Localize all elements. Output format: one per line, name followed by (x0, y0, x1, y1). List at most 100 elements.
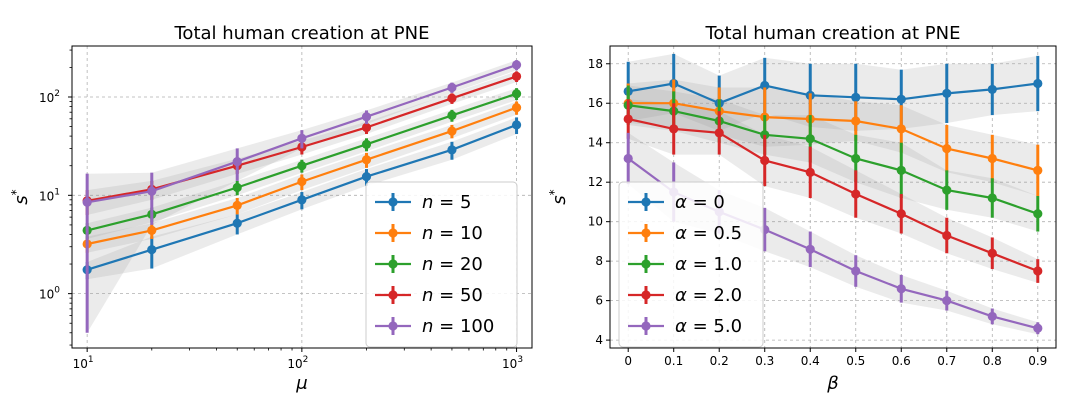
right-chart-legend-val: 1.0 (713, 254, 742, 275)
left-chart-legend-eq: = (433, 285, 460, 306)
right-chart-data-point (987, 84, 997, 95)
right-chart-frame (609, 45, 1057, 349)
left-chart-legend-eq: = (433, 223, 460, 244)
left-chart-data-point (511, 120, 522, 130)
right-chart-y-tick-label: 4 (595, 333, 603, 347)
left-chart-data-point (511, 71, 522, 81)
right-chart-legend-item: α = 0 (628, 192, 725, 213)
right-chart-legend-eq: = (687, 285, 714, 306)
right-chart-band-3 (628, 99, 1038, 283)
right-chart-y-tick-label: 12 (588, 175, 603, 189)
right-chart-series-line-3 (627, 117, 1039, 273)
left-chart-legend-val: 5 (460, 192, 471, 213)
right-chart-legend-marker (641, 197, 651, 207)
right-chart-data-point (896, 165, 906, 175)
left-chart-data-point (447, 126, 457, 136)
right-chart-x-tick-label: 0.5 (846, 354, 865, 368)
right-chart-data-point (714, 128, 724, 138)
left-chart-y-axis-label-sup: * (9, 189, 23, 195)
right-chart-legend-val: 2.0 (713, 285, 742, 306)
left-chart-legend-label: n = 100 (422, 316, 494, 337)
right-chart-data-point (896, 94, 906, 104)
right-chart-data-point (942, 144, 952, 154)
right-chart: Total human creation at PNE 0 0.1 0.2 0.3 0.… (547, 23, 1057, 394)
right-chart-y-tick-label: 10 (588, 215, 603, 229)
right-chart-band-2 (628, 85, 1038, 232)
left-chart-data-point (232, 157, 242, 167)
right-chart-data-point (1033, 78, 1043, 89)
right-chart-data-point (760, 130, 770, 140)
left-chart-legend-item: n = 50 (375, 285, 483, 306)
left-chart-y-axis-label-main: s (11, 195, 32, 204)
left-chart-title: Total human creation at PNE (174, 23, 430, 44)
right-chart-x-tick-label: 0.8 (983, 354, 1002, 368)
right-chart-y-axis-label-main: s (549, 195, 570, 204)
left-chart-data-point (232, 218, 242, 228)
right-chart-data-point (623, 153, 633, 164)
left-chart-legend: n = 5n = 10n = 20n = 50n = 100 (365, 181, 518, 348)
left-chart-legend-marker (388, 290, 398, 300)
left-chart-y-tick-exp: 1 (54, 187, 60, 197)
right-chart-data-point (987, 248, 997, 258)
right-chart-legend-marker (641, 321, 651, 331)
right-chart-y-tick-label: 18 (588, 57, 603, 71)
left-chart-data-point (297, 195, 307, 205)
left-chart-x-tick-exp: 3 (517, 355, 523, 365)
left-chart-legend-eq: = (433, 254, 460, 275)
left-chart-y-tick-exp: 0 (54, 286, 60, 296)
left-chart-y-tick-label: 100 (39, 286, 60, 302)
right-chart-data-point (760, 155, 770, 166)
left-chart-y-tick-base: 10 (39, 288, 54, 302)
right-chart-data-point (760, 80, 770, 91)
left-chart-y-tick-label: 101 (39, 187, 60, 203)
left-chart-x-tick-base: 10 (287, 357, 302, 371)
left-chart-x-tick-exp: 2 (303, 355, 309, 365)
right-chart-data-point (851, 92, 861, 102)
right-chart-data-point (805, 134, 815, 144)
right-chart-legend-marker (641, 228, 651, 238)
left-chart-series-4 (82, 60, 522, 333)
left-chart-legend-marker (388, 197, 398, 207)
right-chart-legend-val: 5.0 (713, 316, 742, 337)
right-chart-legend-item: α = 1.0 (628, 254, 742, 275)
left-chart-data-point (361, 122, 372, 133)
left-chart-data-point (447, 82, 457, 93)
right-chart-data-point (942, 185, 952, 195)
right-chart-plot: 0 0.1 0.2 0.3 0.4 0.5 0.6 0.7 0.8 0.9 4 6 8 10 12 14 16 1… (588, 45, 1057, 368)
left-chart-legend-label: n = 5 (422, 192, 471, 213)
right-chart-legend-var: α (675, 254, 687, 275)
left-chart-legend-label: n = 50 (422, 285, 483, 306)
right-chart-data-point (987, 311, 997, 322)
left-chart-data-point (361, 171, 372, 182)
right-chart-legend-label: α = 2.0 (675, 285, 742, 306)
right-chart-x-tick-label: 0.3 (755, 354, 774, 368)
right-chart-legend-var: α (675, 285, 687, 306)
right-chart-data-point (805, 167, 815, 177)
left-chart-legend-var: n (422, 285, 433, 306)
left-chart-x-tick-base: 10 (73, 357, 88, 371)
left-chart-x-axis-label: μ (295, 373, 307, 394)
left-chart-data-point (511, 60, 522, 70)
left-chart-y-tick-label: 102 (39, 89, 60, 105)
right-chart-series-3 (623, 99, 1043, 283)
right-chart-x-tick-label: 0.6 (892, 354, 911, 368)
right-chart-x-ticks: 0 0.1 0.2 0.3 0.4 0.5 0.6 0.7 0.8 0.9 (624, 348, 1047, 368)
left-chart-legend-item: n = 5 (375, 192, 471, 213)
left-chart-data-point (361, 139, 372, 149)
right-chart-data-point (851, 153, 861, 164)
right-chart-y-ticks: 4 6 8 10 12 14 16 18 (588, 57, 610, 347)
right-chart-data-point (942, 296, 952, 306)
right-chart-legend-val: 0.5 (713, 223, 742, 244)
left-chart-data-point (297, 176, 307, 187)
left-chart-data-point (361, 112, 372, 122)
left-chart-data-point (361, 155, 372, 165)
right-chart-series-line-1 (628, 102, 1039, 172)
right-chart-x-tick-label: 0.7 (937, 354, 956, 368)
right-chart-data-point (1033, 323, 1043, 333)
right-chart-legend-eq: = (687, 223, 714, 244)
right-chart-data-point (896, 209, 906, 219)
right-chart-series-line-2 (628, 104, 1039, 215)
left-chart-data-point (147, 225, 157, 235)
right-chart-legend-eq: = (687, 192, 714, 213)
